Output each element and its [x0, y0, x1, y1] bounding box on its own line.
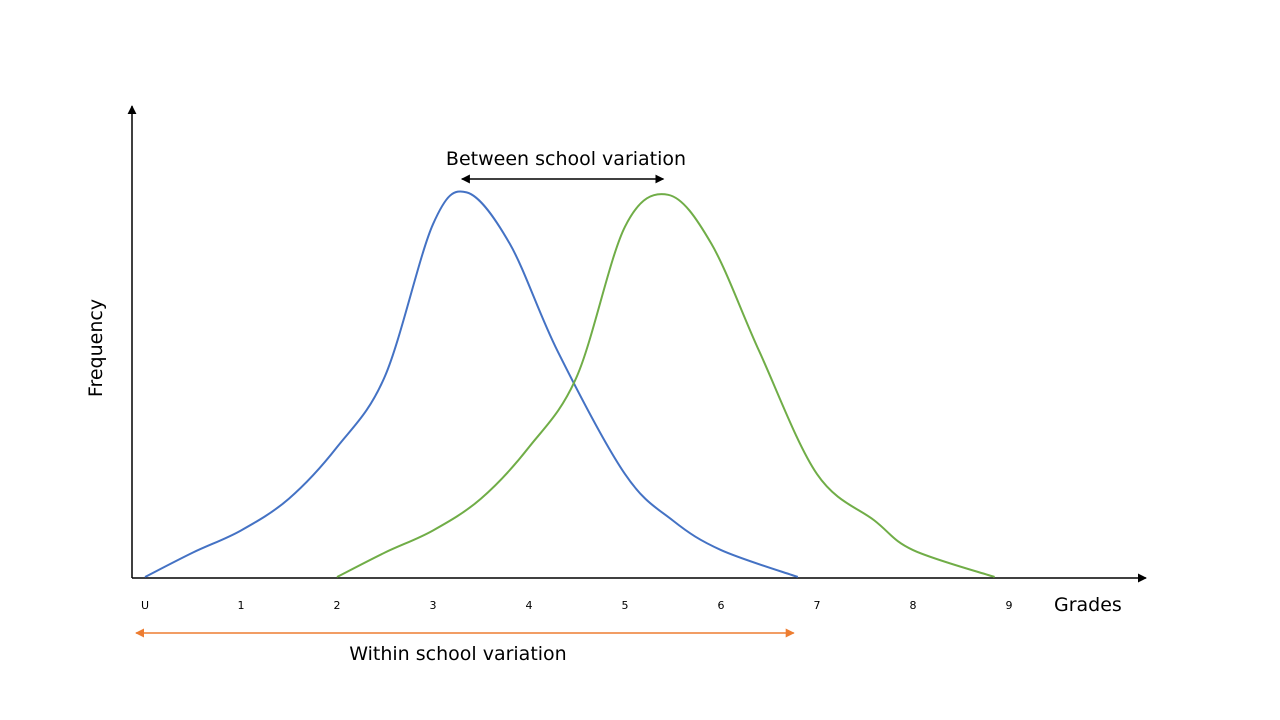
within-school-variation-label: Within school variation [349, 643, 566, 665]
between-school-variation-label: Between school variation [446, 148, 686, 170]
x-tick-label: 5 [622, 599, 629, 612]
x-tick-labels: U 1 2 3 4 5 6 7 8 9 [141, 599, 1013, 612]
x-tick-label: 6 [718, 599, 725, 612]
x-tick-label: 9 [1006, 599, 1013, 612]
x-tick-label: 2 [334, 599, 341, 612]
x-axis-label: Grades [1054, 594, 1122, 616]
x-tick-label: 7 [814, 599, 821, 612]
school-a-distribution-curve [144, 190, 799, 578]
x-tick-label: 8 [910, 599, 917, 612]
x-tick-label: 1 [238, 599, 245, 612]
x-tick-label: U [141, 599, 149, 612]
x-tick-label: 3 [430, 599, 437, 612]
y-axis-label: Frequency [85, 299, 107, 397]
x-tick-label: 4 [526, 599, 533, 612]
school-b-distribution-curve [336, 193, 995, 578]
